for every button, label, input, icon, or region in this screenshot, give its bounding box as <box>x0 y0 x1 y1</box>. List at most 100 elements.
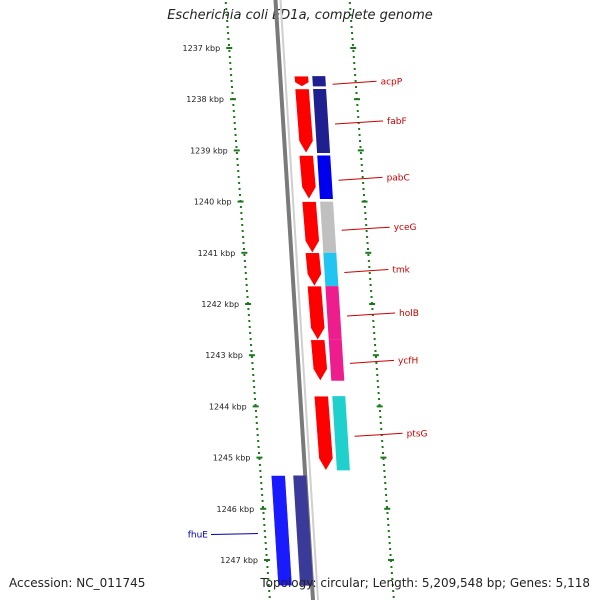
tick-dot <box>353 68 356 70</box>
tick-dot <box>349 8 352 10</box>
tick-dot <box>227 38 230 40</box>
tick-dot <box>365 224 368 226</box>
tick-dot <box>240 212 243 214</box>
tick-dot <box>378 398 381 400</box>
gene-arrow-holB <box>307 285 325 341</box>
gene-arrow-yceG <box>301 201 320 254</box>
tick-dot <box>250 356 253 358</box>
tick-dot <box>242 248 245 250</box>
tick-dot <box>367 254 370 256</box>
gene-track-ptsG <box>332 396 350 471</box>
tick-dot <box>354 80 357 82</box>
tick-dot <box>233 116 236 118</box>
tick-dot <box>376 380 379 382</box>
kbp-tick-label: 1243 kbp <box>205 351 243 360</box>
tick-dot <box>251 362 254 364</box>
tick-dot <box>240 218 243 220</box>
gene-label-tmk: tmk <box>392 265 410 275</box>
kbp-tick-label: 1238 kbp <box>186 95 224 104</box>
tick-dot <box>245 278 248 280</box>
kbp-tick-label: 1245 kbp <box>213 454 251 463</box>
tick-dot <box>227 44 230 46</box>
tick-dot <box>266 566 269 568</box>
tick-dot <box>229 68 232 70</box>
tick-dot <box>238 194 241 196</box>
tick-dot <box>228 56 231 58</box>
tick-dot <box>362 194 365 196</box>
tick-dot <box>382 452 385 454</box>
tick-dot <box>379 416 382 418</box>
tick-dot <box>249 332 252 334</box>
backbone-inner-line <box>279 0 320 600</box>
tick-dot <box>357 122 360 124</box>
tick-dot <box>386 506 389 508</box>
tick-dot <box>375 362 378 364</box>
accession-text: Accession: NC_011745 <box>9 576 146 590</box>
tick-dot <box>241 230 244 232</box>
tick-dot <box>236 164 239 166</box>
tick-dot <box>388 542 391 544</box>
tick-dot <box>357 116 360 118</box>
tick-dot <box>382 458 385 460</box>
kbp-tick-label: 1240 kbp <box>194 198 232 207</box>
tick-dot <box>267 584 270 586</box>
tick-dot <box>226 26 229 28</box>
tick-dot <box>255 416 258 418</box>
tick-dot <box>377 392 380 394</box>
tick-dot <box>349 14 352 16</box>
tick-dot <box>385 500 388 502</box>
tick-dot <box>248 320 251 322</box>
tick-dot <box>381 446 384 448</box>
tick-dot <box>234 134 237 136</box>
tick-dot <box>355 86 358 88</box>
map-title: Escherichia coli ED1a, complete genome <box>167 8 433 23</box>
tick-dot <box>243 260 246 262</box>
gene-label-yceG: yceG <box>394 223 417 233</box>
tick-dot <box>249 338 252 340</box>
gene-label-ycfH: ycfH <box>398 356 418 366</box>
tick-dot <box>238 188 241 190</box>
tick-dot <box>258 458 261 460</box>
tick-dot <box>386 512 389 514</box>
tick-dot <box>359 146 362 148</box>
kbp-tick-label: 1239 kbp <box>190 146 228 155</box>
gene-label-pabC: pabC <box>387 173 410 183</box>
tick-dot <box>368 272 371 274</box>
tick-dot <box>377 386 380 388</box>
tick-dot <box>370 290 373 292</box>
tick-dot <box>265 554 268 556</box>
tick-dot <box>359 152 362 154</box>
tick-dot <box>261 500 264 502</box>
tick-dot <box>358 134 361 136</box>
tick-dot <box>262 506 265 508</box>
gene-label-fabF: fabF <box>387 117 407 127</box>
tick-dot <box>266 572 269 574</box>
tick-dot <box>352 56 355 58</box>
tick-dot <box>390 566 393 568</box>
tick-dot <box>254 404 257 406</box>
tick-dot <box>375 368 378 370</box>
gene-label-fhuE: fhuE <box>188 531 209 541</box>
tick-dot <box>351 38 354 40</box>
tick-dot <box>263 530 266 532</box>
tick-dot <box>366 236 369 238</box>
gene-track-tmk <box>323 252 339 287</box>
tick-dot <box>350 26 353 28</box>
tick-dot <box>360 164 363 166</box>
tick-dot <box>235 152 238 154</box>
tick-dot <box>370 296 373 298</box>
tick-dot <box>373 332 376 334</box>
tick-dot <box>388 536 391 538</box>
tick-dot <box>267 578 270 580</box>
tick-dot <box>352 50 355 52</box>
gene-leader-acpP <box>332 80 377 85</box>
gene-track-pabC <box>317 155 333 200</box>
tick-dot <box>360 158 363 160</box>
gene-leader-fabF <box>335 120 384 125</box>
tick-dot <box>379 422 382 424</box>
tick-dot <box>389 548 392 550</box>
tick-dot <box>258 452 261 454</box>
tick-dot <box>376 374 379 376</box>
tick-dot <box>264 542 267 544</box>
